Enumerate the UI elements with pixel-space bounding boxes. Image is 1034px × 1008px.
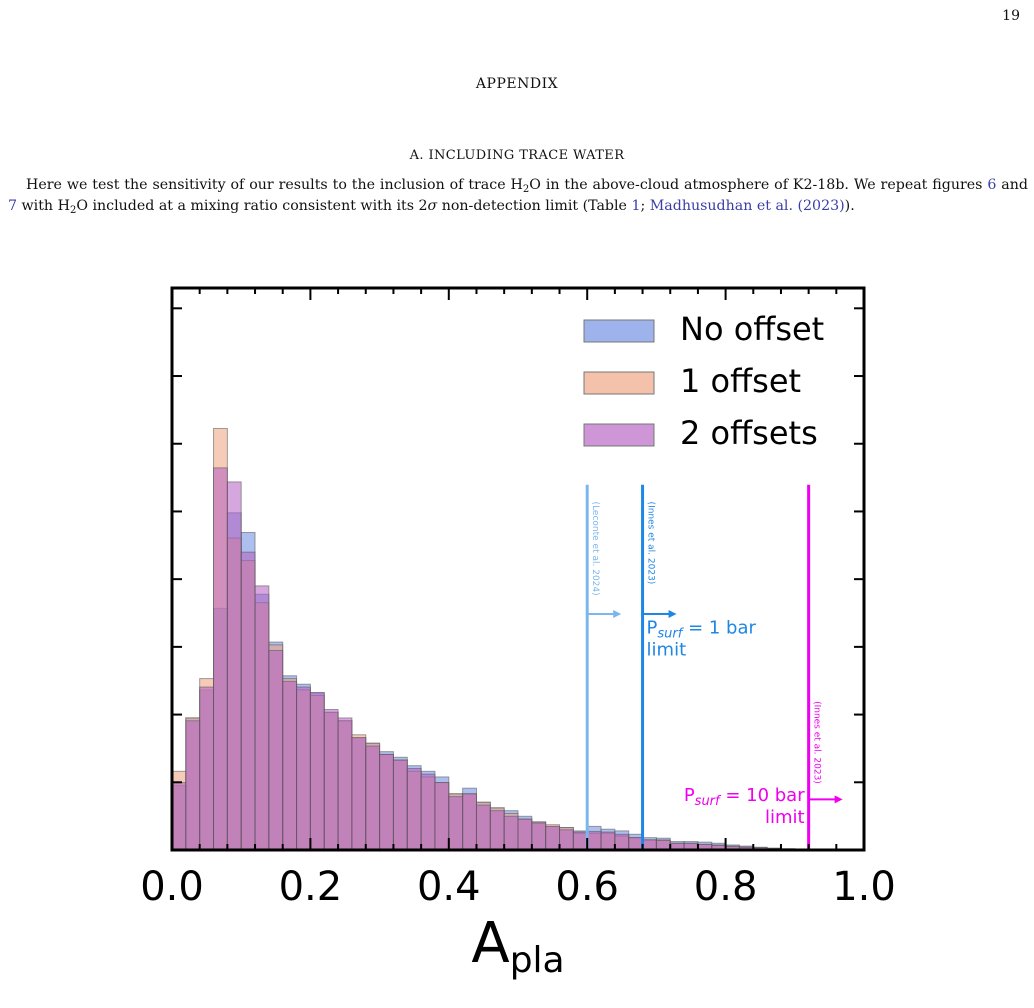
histogram-bar	[185, 720, 201, 851]
psurf-label: Psurf = 1 bar	[647, 618, 757, 642]
histogram-bar	[420, 773, 436, 851]
appendix-title: APPENDIX	[475, 76, 559, 92]
histogram-bar	[254, 585, 270, 851]
x-tick-label: 1.0	[832, 864, 896, 910]
limit-arrowhead	[668, 609, 677, 618]
histogram-bar	[614, 833, 630, 851]
histogram-bar	[545, 825, 561, 851]
histogram-bar	[559, 829, 574, 851]
histogram-bar	[240, 551, 256, 851]
histogram-bar	[392, 759, 408, 851]
x-tick-label: 0.6	[555, 864, 619, 910]
legend-swatch	[583, 319, 655, 343]
legend-entry: 1 offset	[680, 362, 801, 400]
histogram-bar	[365, 745, 381, 851]
madhusudhan-2023-citation[interactable]: Madhusudhan et al. (2023)	[649, 198, 845, 214]
x-tick-label: 0.2	[279, 864, 343, 910]
histogram-bar	[268, 649, 284, 851]
psurf-limit-label: limit	[647, 640, 687, 661]
histogram-bar	[600, 831, 616, 851]
x-tick-label: 0.0	[140, 864, 204, 910]
figure-6-link[interactable]: 6	[987, 177, 997, 193]
series-2-offsets	[171, 467, 823, 851]
x-axis-label: Apla	[471, 911, 564, 981]
histogram-bar	[213, 467, 228, 851]
histogram-bar	[379, 753, 394, 851]
histogram-bar	[462, 793, 477, 851]
histogram-bar	[642, 839, 657, 851]
table-1-link[interactable]: 1	[631, 198, 641, 214]
x-tick-label: 0.4	[417, 864, 481, 910]
limit-citation: (Innes et al. 2023)	[812, 701, 822, 784]
histogram-bar	[628, 837, 644, 851]
histogram-bar	[517, 818, 533, 851]
histogram-bar	[572, 831, 588, 851]
legend-swatch	[583, 423, 655, 447]
histogram-bar	[226, 481, 242, 851]
histogram-bar	[171, 782, 187, 851]
histogram-bar	[586, 830, 602, 851]
limit-arrowhead	[613, 609, 622, 618]
histogram-bar	[282, 680, 298, 851]
histogram-bar	[448, 796, 464, 851]
histogram-chart: (Leconte et al. 2024) (Innes et al. 2023)…	[140, 286, 896, 981]
histogram-bar	[351, 737, 367, 851]
histogram-figure: (Leconte et al. 2024) (Innes et al. 2023)…	[0, 270, 1034, 1008]
psurf-limit-label: limit	[765, 807, 805, 828]
histogram-bar	[337, 717, 353, 851]
psurf-label: Psurf = 10 bar	[684, 785, 805, 809]
histogram-bar	[531, 822, 547, 851]
page-number: 19	[1002, 8, 1020, 24]
plot-frame	[170, 286, 866, 852]
x-tick-label: 0.8	[694, 864, 758, 910]
histogram-bar	[434, 782, 450, 851]
histogram-bar	[503, 815, 519, 851]
section-title: A. INCLUDING TRACE WATER	[409, 148, 625, 163]
histogram-bar	[475, 804, 491, 851]
histogram-bar	[296, 686, 311, 851]
figure-7-link[interactable]: 7	[8, 198, 18, 214]
body-paragraph: Here we test the sensitivity of our resu…	[8, 177, 1028, 216]
histogram-bar	[199, 686, 215, 851]
histogram-bar	[309, 692, 325, 851]
legend-entry: No offset	[680, 310, 824, 348]
histogram-bar	[406, 768, 422, 851]
limit-arrowhead	[834, 795, 843, 804]
legend-swatch	[583, 371, 655, 395]
limit-citation: (Leconte et al. 2024)	[590, 502, 600, 596]
legend-entry: 2 offsets	[680, 414, 818, 452]
limit-citation: (Innes et al. 2023)	[646, 502, 656, 585]
histogram-bar	[323, 709, 339, 851]
histogram-bar	[489, 810, 505, 851]
